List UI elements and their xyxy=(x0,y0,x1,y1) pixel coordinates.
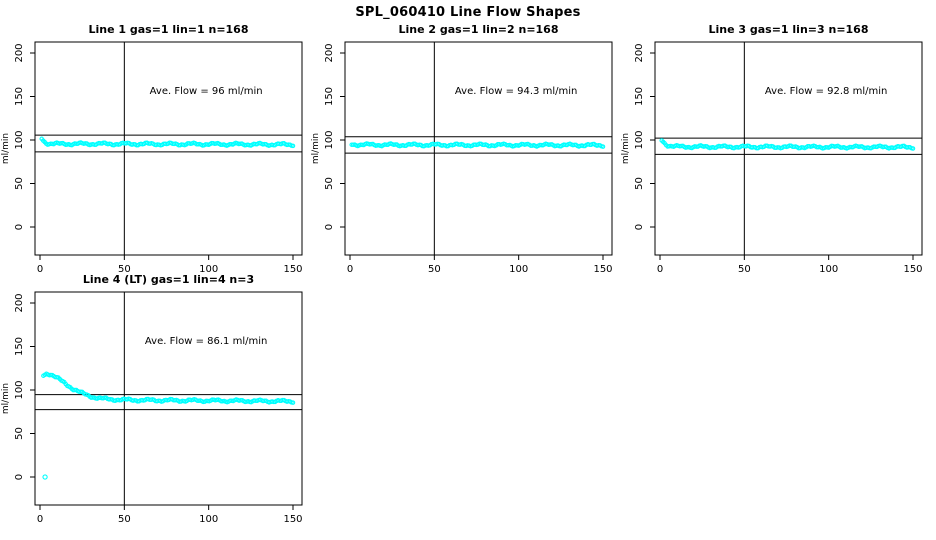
x-tick-label: 0 xyxy=(347,264,353,275)
y-tick-label: 200 xyxy=(14,43,25,62)
x-tick-label: 50 xyxy=(118,264,131,275)
outlier-point xyxy=(42,474,48,480)
y-tick-label: 50 xyxy=(634,177,645,190)
plot-canvas-line-4: Line 4 (LT) gas=1 lin=4 n=3 0 50 100 150 0 50 1… xyxy=(1,273,303,525)
subplot-line-1: Line 1 gas=1 lin=1 n=168 0 50 100 150 0 50 100 1… xyxy=(0,15,316,290)
x-tick-label: 100 xyxy=(509,264,528,275)
x-tick-label: 100 xyxy=(819,264,838,275)
plot-box xyxy=(344,41,613,256)
y-tick-label: 50 xyxy=(324,177,335,190)
y-tick-label: 100 xyxy=(14,380,25,399)
y-tick-label: 200 xyxy=(634,43,645,62)
plot-box xyxy=(34,41,303,256)
y-tick-label: 200 xyxy=(14,293,25,312)
subplot-line-4: Line 4 (LT) gas=1 lin=4 n=3 0 50 100 150 0 50 1… xyxy=(0,265,316,540)
y-axis-label: ml/min xyxy=(1,133,11,164)
subplot-title: Line 2 gas=1 lin=2 n=168 xyxy=(398,23,558,36)
y-tick-label: 100 xyxy=(324,130,335,149)
x-tick-label: 50 xyxy=(118,514,131,525)
x-tick-label: 50 xyxy=(428,264,441,275)
y-tick-label: 150 xyxy=(634,87,645,106)
x-tick-label: 0 xyxy=(37,264,43,275)
y-tick-label: 0 xyxy=(14,474,25,480)
x-tick-label: 100 xyxy=(199,514,218,525)
x-tick-label: 150 xyxy=(283,264,302,275)
y-tick-label: 100 xyxy=(634,130,645,149)
data-points xyxy=(659,138,916,151)
y-tick-label: 150 xyxy=(14,337,25,356)
x-tick-label: 150 xyxy=(903,264,922,275)
ave-flow-annotation: Ave. Flow = 96 ml/min xyxy=(150,86,263,97)
plot-canvas-line-1: Line 1 gas=1 lin=1 n=168 0 50 100 150 0 50 100 1… xyxy=(1,23,303,275)
y-tick-label: 0 xyxy=(324,224,335,230)
y-tick-label: 50 xyxy=(14,427,25,440)
x-tick-label: 0 xyxy=(37,514,43,525)
y-axis-label: ml/min xyxy=(1,383,11,414)
x-tick-label: 150 xyxy=(283,514,302,525)
y-tick-label: 100 xyxy=(14,130,25,149)
subplot-line-2: Line 2 gas=1 lin=2 n=168 0 50 100 150 0 50 100 1… xyxy=(310,15,626,290)
y-tick-label: 200 xyxy=(324,43,335,62)
figure-title: SPL_060410 Line Flow Shapes xyxy=(355,5,581,20)
ave-flow-annotation: Ave. Flow = 86.1 ml/min xyxy=(145,336,267,347)
subplot-title: Line 4 (LT) gas=1 lin=4 n=3 xyxy=(83,273,254,286)
y-tick-label: 0 xyxy=(14,224,25,230)
plot-canvas-line-2: Line 2 gas=1 lin=2 n=168 0 50 100 150 0 50 100 1… xyxy=(311,23,613,275)
data-points xyxy=(349,141,606,149)
subplot-title: Line 1 gas=1 lin=1 n=168 xyxy=(88,23,248,36)
y-tick-label: 50 xyxy=(14,177,25,190)
y-tick-label: 150 xyxy=(324,87,335,106)
y-tick-label: 0 xyxy=(634,224,645,230)
data-points xyxy=(39,136,296,149)
data-points xyxy=(41,371,296,480)
x-tick-label: 100 xyxy=(199,264,218,275)
x-tick-label: 150 xyxy=(593,264,612,275)
y-tick-label: 150 xyxy=(14,87,25,106)
subplot-title: Line 3 gas=1 lin=3 n=168 xyxy=(708,23,868,36)
ave-flow-annotation: Ave. Flow = 92.8 ml/min xyxy=(765,86,887,97)
plot-box xyxy=(654,41,923,256)
y-axis-label: ml/min xyxy=(311,133,321,164)
y-axis-label: ml/min xyxy=(621,133,631,164)
plot-canvas-line-3: Line 3 gas=1 lin=3 n=168 0 50 100 150 0 50 100 1… xyxy=(621,23,923,275)
x-tick-label: 50 xyxy=(738,264,751,275)
plot-box xyxy=(34,291,303,506)
x-tick-label: 0 xyxy=(657,264,663,275)
subplot-line-3: Line 3 gas=1 lin=3 n=168 0 50 100 150 0 50 100 1… xyxy=(620,15,936,290)
ave-flow-annotation: Ave. Flow = 94.3 ml/min xyxy=(455,86,577,97)
